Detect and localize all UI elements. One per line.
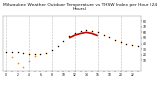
Point [96, 32, 99, 33]
Point [120, 41, 122, 43]
Point [114, 39, 116, 40]
Point [96, 32, 99, 33]
Point [11, 52, 13, 53]
Point [74, 33, 76, 34]
Point [125, 43, 128, 44]
Point [22, 66, 24, 68]
Point [51, 50, 53, 51]
Point [102, 34, 105, 35]
Point [131, 44, 133, 46]
Point [137, 46, 139, 47]
Point [11, 52, 13, 53]
Point [108, 36, 111, 37]
Point [45, 52, 48, 54]
Point [33, 53, 36, 54]
Point [5, 51, 7, 53]
Point [91, 30, 93, 31]
Point [62, 41, 65, 42]
Point [16, 52, 19, 53]
Text: Milwaukee Weather Outdoor Temperature vs THSW Index per Hour (24 Hours): Milwaukee Weather Outdoor Temperature vs… [3, 3, 157, 11]
Point [125, 43, 128, 44]
Point [91, 30, 93, 31]
Point [28, 61, 30, 62]
Point [120, 41, 122, 43]
Point [62, 41, 65, 42]
Point [85, 29, 88, 31]
Point [68, 36, 70, 37]
Point [5, 51, 7, 53]
Point [45, 52, 48, 54]
Point [114, 39, 116, 40]
Point [51, 50, 53, 51]
Point [74, 33, 76, 34]
Point [16, 52, 19, 53]
Point [102, 34, 105, 35]
Point [39, 53, 42, 55]
Point [131, 44, 133, 46]
Point [108, 36, 111, 37]
Point [79, 31, 82, 32]
Point [137, 46, 139, 47]
Point [79, 31, 82, 32]
Point [22, 52, 24, 54]
Point [56, 45, 59, 46]
Point [28, 53, 30, 54]
Point [22, 52, 24, 54]
Point [39, 53, 42, 55]
Point [11, 57, 13, 58]
Point [28, 53, 30, 54]
Point [68, 36, 70, 37]
Point [33, 53, 36, 54]
Point [33, 55, 36, 56]
Point [16, 62, 19, 64]
Point [85, 29, 88, 31]
Point [56, 45, 59, 46]
